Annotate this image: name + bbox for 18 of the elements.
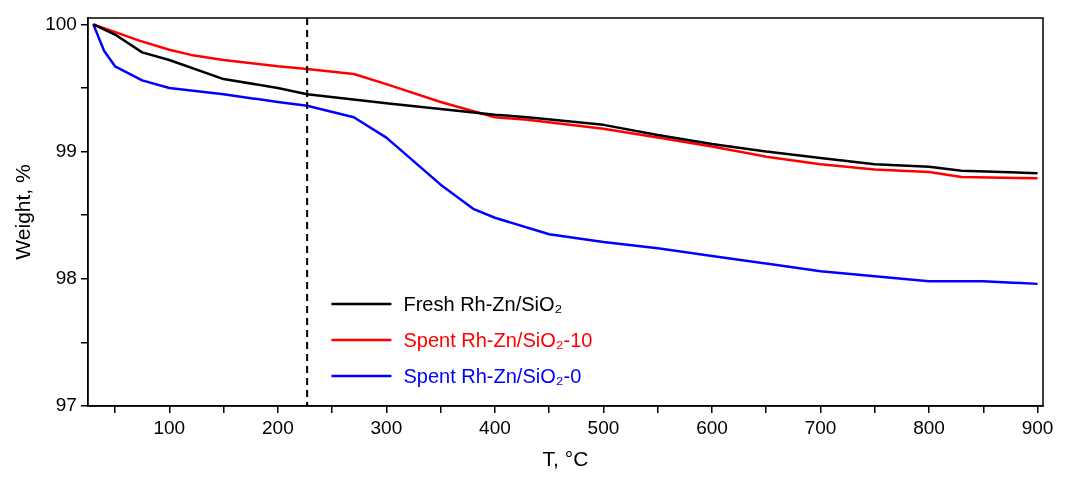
x-tick-label: 900 <box>1021 416 1054 438</box>
y-tick-label: 100 <box>45 12 77 34</box>
x-tick-label: 500 <box>587 416 620 438</box>
x-tick-label: 300 <box>370 416 403 438</box>
x-tick-label: 400 <box>479 416 511 438</box>
legend-label: Spent Rh-Zn/SiO₂-10 <box>403 328 593 351</box>
x-tick-label: 700 <box>804 416 837 438</box>
x-tick-label: 800 <box>913 416 945 438</box>
y-tick-label: 97 <box>55 394 77 416</box>
x-tick-label: 600 <box>696 416 728 438</box>
x-tick-label: 100 <box>153 416 186 438</box>
y-tick-label: 99 <box>55 139 77 161</box>
y-tick-label: 98 <box>55 267 77 289</box>
x-axis-title: T, °C <box>542 447 589 471</box>
x-tick-label: 200 <box>261 416 294 438</box>
legend-label: Fresh Rh-Zn/SiO₂ <box>403 292 563 315</box>
legend-label: Spent Rh-Zn/SiO₂-0 <box>403 364 582 387</box>
y-axis-title: Weight, % <box>11 164 35 260</box>
